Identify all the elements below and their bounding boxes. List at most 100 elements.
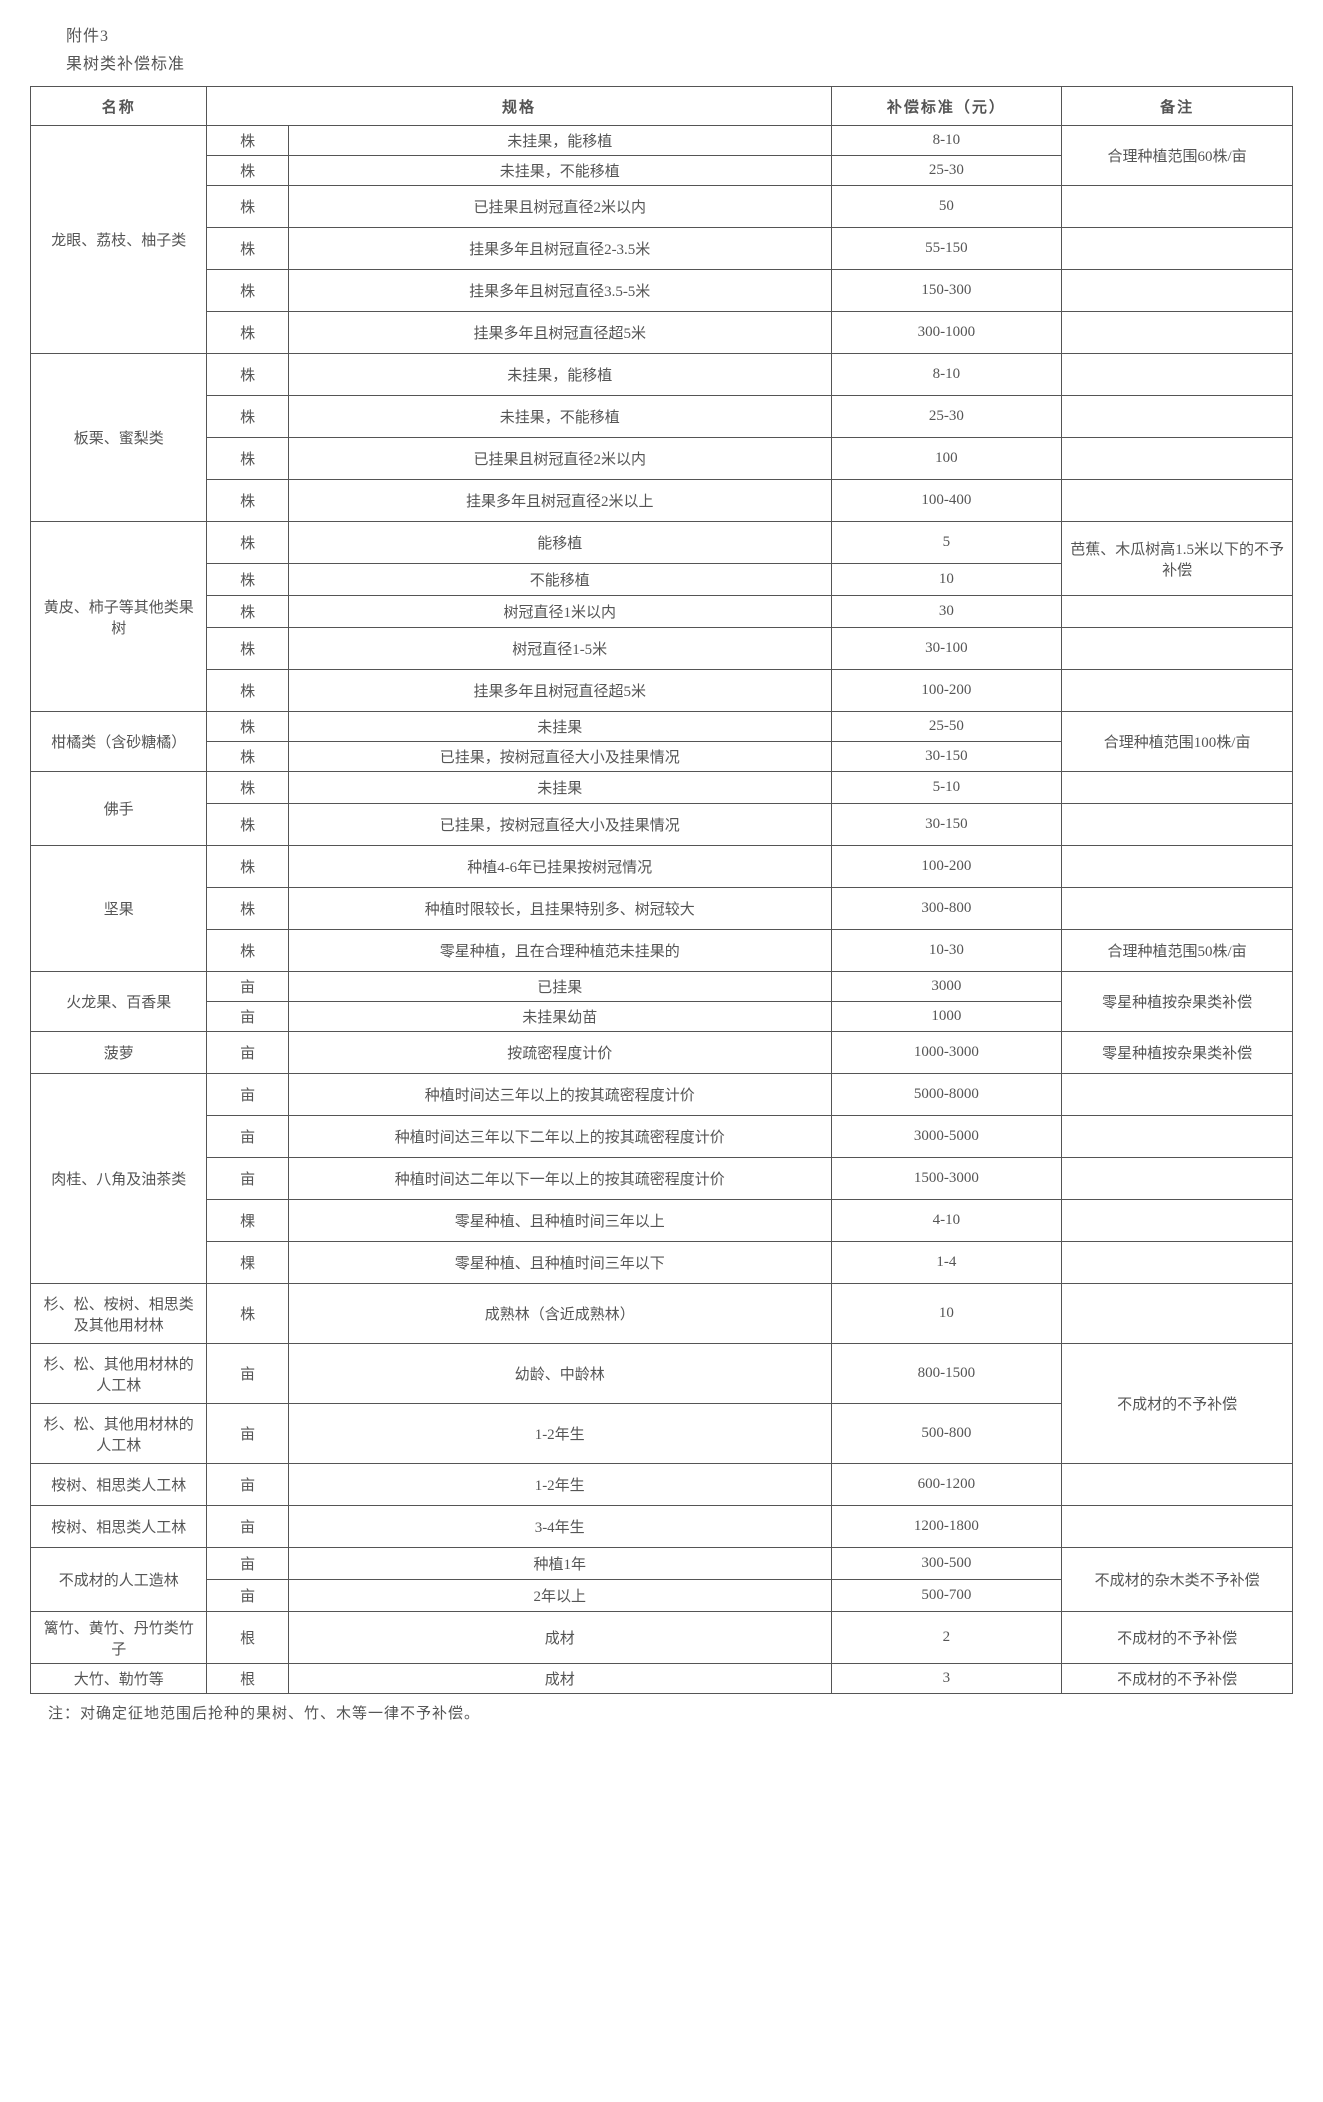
cell-standard: 3 [831, 1664, 1062, 1694]
cell-unit: 亩 [207, 1002, 288, 1032]
cell-unit: 株 [207, 628, 288, 670]
cell-standard: 500-800 [831, 1404, 1062, 1464]
cell-standard: 100-200 [831, 846, 1062, 888]
cell-standard: 5 [831, 522, 1062, 564]
cell-standard: 600-1200 [831, 1464, 1062, 1506]
cell-remark: 合理种植范围50株/亩 [1062, 930, 1293, 972]
col-remark: 备注 [1062, 87, 1293, 126]
table-row: 黄皮、柿子等其他类果树株能移植5芭蕉、木瓜树高1.5米以下的不予补偿 [31, 522, 1293, 564]
cell-unit: 根 [207, 1612, 288, 1664]
cell-name: 火龙果、百香果 [31, 972, 207, 1032]
col-name: 名称 [31, 87, 207, 126]
table-row: 篱竹、黄竹、丹竹类竹子根成材2不成材的不予补偿 [31, 1612, 1293, 1664]
cell-spec: 成熟林（含近成熟林） [288, 1284, 831, 1344]
cell-unit: 亩 [207, 1404, 288, 1464]
cell-remark [1062, 846, 1293, 888]
cell-unit: 株 [207, 228, 288, 270]
cell-spec: 种植时间达三年以下二年以上的按其疏密程度计价 [288, 1116, 831, 1158]
cell-spec: 未挂果，能移植 [288, 354, 831, 396]
cell-remark: 合理种植范围100株/亩 [1062, 712, 1293, 772]
table-row: 柑橘类（含砂糖橘）株未挂果25-50合理种植范围100株/亩 [31, 712, 1293, 742]
cell-remark [1062, 628, 1293, 670]
cell-unit: 亩 [207, 1032, 288, 1074]
cell-remark [1062, 670, 1293, 712]
cell-unit: 亩 [207, 1464, 288, 1506]
table-row: 株挂果多年且树冠直径3.5-5米150-300 [31, 270, 1293, 312]
cell-standard: 1000 [831, 1002, 1062, 1032]
cell-spec: 3-4年生 [288, 1506, 831, 1548]
cell-standard: 1-4 [831, 1242, 1062, 1284]
table-row: 株挂果多年且树冠直径超5米300-1000 [31, 312, 1293, 354]
col-standard: 补偿标准（元） [831, 87, 1062, 126]
cell-standard: 30 [831, 596, 1062, 628]
cell-remark: 不成材的杂木类不予补偿 [1062, 1548, 1293, 1612]
table-row: 大竹、勒竹等根成材3不成材的不予补偿 [31, 1664, 1293, 1694]
cell-remark [1062, 1284, 1293, 1344]
cell-standard: 8-10 [831, 126, 1062, 156]
cell-name: 板栗、蜜梨类 [31, 354, 207, 522]
cell-unit: 株 [207, 354, 288, 396]
cell-unit: 株 [207, 396, 288, 438]
cell-unit: 棵 [207, 1242, 288, 1284]
cell-name: 篱竹、黄竹、丹竹类竹子 [31, 1612, 207, 1664]
cell-remark: 芭蕉、木瓜树高1.5米以下的不予补偿 [1062, 522, 1293, 596]
cell-unit: 株 [207, 126, 288, 156]
cell-unit: 株 [207, 438, 288, 480]
cell-standard: 500-700 [831, 1580, 1062, 1612]
table-row: 杉、松、其他用材林的人工林亩幼龄、中龄林800-1500不成材的不予补偿 [31, 1344, 1293, 1404]
cell-unit: 株 [207, 930, 288, 972]
table-row: 株已挂果，按树冠直径大小及挂果情况30-150 [31, 804, 1293, 846]
cell-remark [1062, 480, 1293, 522]
cell-unit: 株 [207, 186, 288, 228]
page-title: 果树类补偿标准 [30, 48, 1293, 76]
cell-unit: 株 [207, 596, 288, 628]
cell-spec: 树冠直径1-5米 [288, 628, 831, 670]
cell-unit: 株 [207, 1284, 288, 1344]
cell-remark [1062, 270, 1293, 312]
cell-unit: 株 [207, 742, 288, 772]
cell-name: 桉树、相思类人工林 [31, 1506, 207, 1548]
table-row: 亩种植时间达二年以下一年以上的按其疏密程度计价1500-3000 [31, 1158, 1293, 1200]
cell-spec: 已挂果且树冠直径2米以内 [288, 438, 831, 480]
cell-standard: 3000 [831, 972, 1062, 1002]
cell-remark [1062, 888, 1293, 930]
cell-name: 肉桂、八角及油茶类 [31, 1074, 207, 1284]
cell-standard: 25-50 [831, 712, 1062, 742]
cell-unit: 株 [207, 480, 288, 522]
cell-spec: 幼龄、中龄林 [288, 1344, 831, 1404]
cell-unit: 棵 [207, 1200, 288, 1242]
cell-spec: 挂果多年且树冠直径3.5-5米 [288, 270, 831, 312]
table-row: 板栗、蜜梨类株未挂果，能移植8-10 [31, 354, 1293, 396]
cell-spec: 挂果多年且树冠直径超5米 [288, 312, 831, 354]
cell-unit: 根 [207, 1664, 288, 1694]
cell-remark [1062, 1242, 1293, 1284]
cell-standard: 10-30 [831, 930, 1062, 972]
cell-standard: 50 [831, 186, 1062, 228]
cell-name: 杉、松、桉树、相思类及其他用材林 [31, 1284, 207, 1344]
cell-spec: 零星种植、且种植时间三年以上 [288, 1200, 831, 1242]
cell-unit: 亩 [207, 1158, 288, 1200]
table-row: 桉树、相思类人工林亩1-2年生600-1200 [31, 1464, 1293, 1506]
cell-standard: 100-200 [831, 670, 1062, 712]
cell-unit: 株 [207, 270, 288, 312]
table-row: 株种植时限较长，且挂果特别多、树冠较大300-800 [31, 888, 1293, 930]
cell-name: 坚果 [31, 846, 207, 972]
cell-spec: 成材 [288, 1664, 831, 1694]
table-row: 株零星种植，且在合理种植范未挂果的10-30合理种植范围50株/亩 [31, 930, 1293, 972]
table-row: 株已挂果且树冠直径2米以内100 [31, 438, 1293, 480]
cell-standard: 25-30 [831, 156, 1062, 186]
cell-standard: 100-400 [831, 480, 1062, 522]
cell-standard: 150-300 [831, 270, 1062, 312]
cell-remark [1062, 1200, 1293, 1242]
table-row: 棵零星种植、且种植时间三年以下1-4 [31, 1242, 1293, 1284]
cell-remark [1062, 354, 1293, 396]
cell-remark: 零星种植按杂果类补偿 [1062, 972, 1293, 1032]
cell-spec: 不能移植 [288, 564, 831, 596]
cell-spec: 未挂果，能移植 [288, 126, 831, 156]
cell-remark [1062, 596, 1293, 628]
cell-unit: 株 [207, 522, 288, 564]
cell-spec: 挂果多年且树冠直径2米以上 [288, 480, 831, 522]
cell-name: 龙眼、荔枝、柚子类 [31, 126, 207, 354]
table-row: 棵零星种植、且种植时间三年以上4-10 [31, 1200, 1293, 1242]
cell-spec: 种植时间达二年以下一年以上的按其疏密程度计价 [288, 1158, 831, 1200]
